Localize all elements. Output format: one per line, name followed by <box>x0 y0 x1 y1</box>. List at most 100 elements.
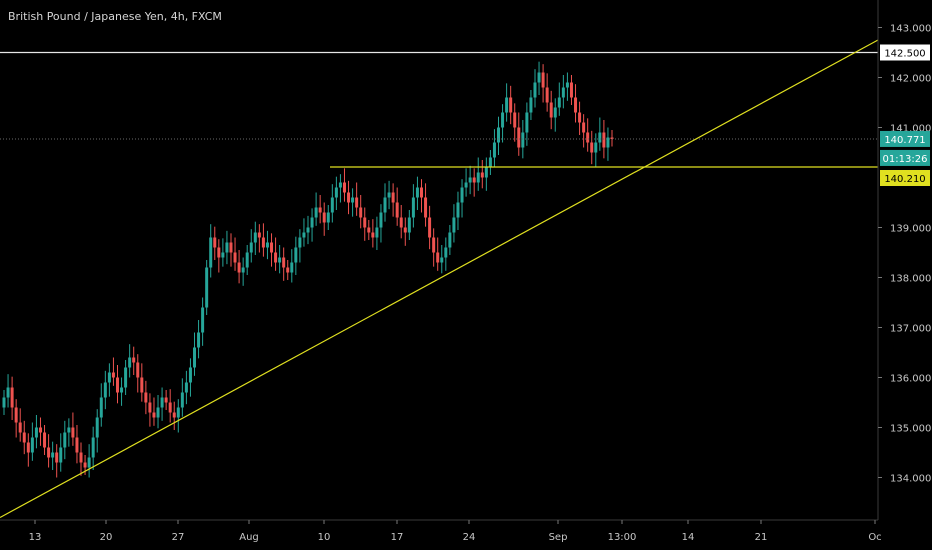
candle-body <box>359 207 363 218</box>
candle-body <box>286 267 290 273</box>
candle-body <box>132 357 136 363</box>
candle-body <box>468 177 472 183</box>
candle-body <box>184 382 188 393</box>
candle-body <box>379 212 383 228</box>
candle-body <box>484 167 488 178</box>
candle-body <box>164 397 168 403</box>
candle-body <box>314 207 318 218</box>
time-tick-label: 13:00 <box>608 532 637 543</box>
candle-body <box>432 237 436 253</box>
candle-body <box>144 392 148 403</box>
chart-title: British Pound / Japanese Yen, 4h, FXCM <box>8 10 222 23</box>
candle-body <box>47 447 51 458</box>
candle-body <box>115 377 119 393</box>
candle-body <box>193 347 197 368</box>
candle-body <box>610 137 614 139</box>
candle-body <box>26 442 30 453</box>
candle-body <box>176 407 180 418</box>
candle-body <box>152 412 156 418</box>
candle-body <box>213 237 217 248</box>
time-tick-label: 14 <box>682 532 695 543</box>
time-tick-label: 13 <box>29 532 42 543</box>
candle-body <box>278 257 282 263</box>
candle-body <box>156 407 160 418</box>
resistance-price-tag-bg <box>880 44 930 61</box>
candle-body <box>419 187 423 198</box>
price-tick-label: 134.000 <box>890 474 931 485</box>
ascending-trendline[interactable] <box>0 39 879 519</box>
candle-body <box>217 247 221 258</box>
candle-body <box>10 387 14 408</box>
candle-body <box>565 82 569 88</box>
candle-body <box>383 197 387 213</box>
candle-body <box>2 397 6 408</box>
candle-body <box>107 372 111 383</box>
price-tick-label: 137.000 <box>890 324 931 335</box>
price-tick-label: 136.000 <box>890 374 931 385</box>
time-tick-label: Aug <box>239 532 259 543</box>
candle-body <box>517 127 521 148</box>
candle-body <box>282 257 286 268</box>
candle-body <box>38 427 42 433</box>
candle-body <box>318 207 322 213</box>
candle-body <box>87 457 91 468</box>
candle-body <box>586 132 590 143</box>
candle-body <box>602 132 606 148</box>
candle-body <box>456 202 460 218</box>
candle-body <box>452 217 456 233</box>
candles-layer <box>2 61 614 478</box>
candle-body <box>501 112 505 128</box>
candle-body <box>521 132 525 148</box>
time-tick-label: 20 <box>100 532 113 543</box>
candle-body <box>391 192 395 203</box>
candle-body <box>237 262 241 273</box>
candle-body <box>290 262 294 273</box>
candle-body <box>488 157 492 168</box>
candle-body <box>241 267 245 273</box>
candle-body <box>34 427 38 438</box>
candle-body <box>265 242 269 248</box>
candle-body <box>399 217 403 228</box>
candle-body <box>606 137 610 148</box>
candle-body <box>509 97 513 113</box>
candle-body <box>18 422 22 433</box>
support-price-tag-bg <box>880 170 930 186</box>
candle-body <box>205 267 209 308</box>
candle-body <box>367 227 371 233</box>
candle-body <box>529 97 533 113</box>
candle-body <box>188 367 192 383</box>
candle-body <box>261 237 265 248</box>
candle-body <box>403 227 407 233</box>
candle-body <box>525 112 529 133</box>
candle-body <box>440 257 444 263</box>
candle-body <box>561 87 565 98</box>
candle-body <box>569 82 573 98</box>
candle-body <box>95 417 99 438</box>
candle-body <box>460 187 464 203</box>
candle-body <box>30 437 34 453</box>
candle-body <box>180 392 184 408</box>
price-tick-label: 143.000 <box>890 24 931 35</box>
time-axis[interactable]: 13 20 27 Aug 10 17 24 Sep 13:00 14 21 Oc <box>29 520 882 543</box>
candle-body <box>103 382 107 398</box>
candle-body <box>294 247 298 263</box>
candle-body <box>334 187 338 198</box>
candle-body <box>464 182 468 188</box>
current-price-tag-bg <box>880 130 930 147</box>
support-price-tag: 140.210 <box>884 174 925 185</box>
candle-body <box>545 87 549 103</box>
candle-body <box>476 172 480 183</box>
candle-body <box>387 192 391 198</box>
candle-body <box>253 232 257 243</box>
time-tick-label: 17 <box>391 532 404 543</box>
time-tick-label: Sep <box>549 532 568 543</box>
candle-body <box>590 142 594 153</box>
candle-body <box>436 252 440 263</box>
candle-body <box>14 407 18 423</box>
candle-body <box>537 72 541 83</box>
candle-body <box>168 402 172 413</box>
price-axis[interactable]: 143.000 142.000 141.000 139.000 138.000 137.0… <box>878 24 931 485</box>
candle-body <box>83 462 87 468</box>
candle-body <box>582 122 586 133</box>
